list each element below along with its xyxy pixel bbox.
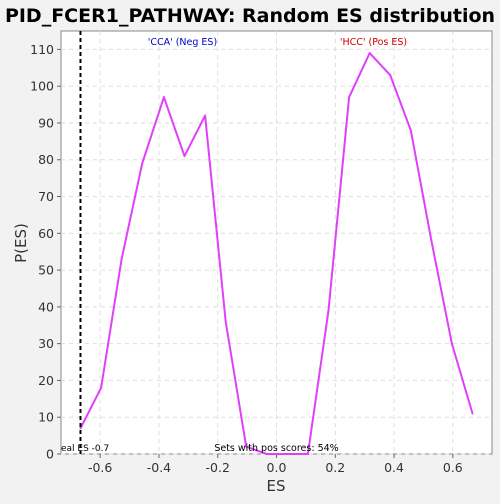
x-tick-label: -0.6	[88, 460, 112, 475]
data-point	[306, 453, 309, 455]
y-tick-label: 0	[46, 447, 54, 462]
data-point	[100, 386, 103, 389]
chart-title: PID_FCER1_PATHWAY: Random ES distributio…	[5, 5, 495, 27]
data-point	[368, 52, 371, 55]
axes: 0 10 20 30 40 50 60 70 80 90 100 110 -0.6 -0.4 -0.2 0.0…	[30, 42, 463, 475]
data-point	[389, 74, 392, 77]
x-tick-label: 0.2	[325, 460, 345, 475]
pos-es-label: 'HCC' (Pos ES)	[340, 37, 407, 48]
data-point	[79, 427, 82, 430]
x-axis-label: ES	[267, 477, 286, 495]
annotations: eal ES -0.7 'CCA' (Neg ES) 'HCC' (Pos ES) S…	[61, 31, 407, 454]
y-tick-label: 10	[38, 410, 54, 425]
y-tick-label: 90	[38, 115, 54, 130]
data-point	[286, 453, 289, 455]
data-point	[245, 445, 248, 448]
data-point	[204, 114, 207, 117]
data-point	[430, 239, 433, 242]
x-tick-label: -0.4	[147, 460, 171, 475]
data-point	[141, 162, 144, 165]
data-point	[120, 258, 123, 261]
y-tick-label: 30	[38, 336, 54, 351]
data-point	[162, 96, 165, 99]
data-point	[265, 453, 268, 455]
data-point	[224, 320, 227, 323]
y-tick-label: 60	[38, 226, 54, 241]
pos-scores-label: Sets with pos scores: 54%	[214, 443, 338, 454]
data-point	[450, 342, 453, 345]
y-tick-label: 70	[38, 189, 54, 204]
series-layer	[79, 52, 474, 455]
y-tick-label: 50	[38, 263, 54, 278]
x-tick-label: -0.2	[206, 460, 230, 475]
data-point	[348, 96, 351, 99]
es-distribution-line	[79, 52, 474, 455]
data-point	[183, 155, 186, 158]
x-tick-label: 0.4	[384, 460, 404, 475]
y-axis-label: P(ES)	[12, 223, 30, 263]
y-tick-label: 100	[30, 79, 54, 94]
data-point	[471, 412, 474, 415]
y-tick-label: 20	[38, 373, 54, 388]
x-tick-label: 0.0	[267, 460, 287, 475]
real-es-label: eal ES -0.7	[61, 444, 109, 454]
neg-es-label: 'CCA' (Neg ES)	[148, 37, 217, 48]
y-tick-label: 40	[38, 299, 54, 314]
data-point	[327, 309, 330, 312]
y-tick-label: 80	[38, 152, 54, 167]
x-tick-label: 0.6	[443, 460, 463, 475]
data-point	[409, 129, 412, 132]
y-tick-label: 110	[30, 42, 54, 57]
